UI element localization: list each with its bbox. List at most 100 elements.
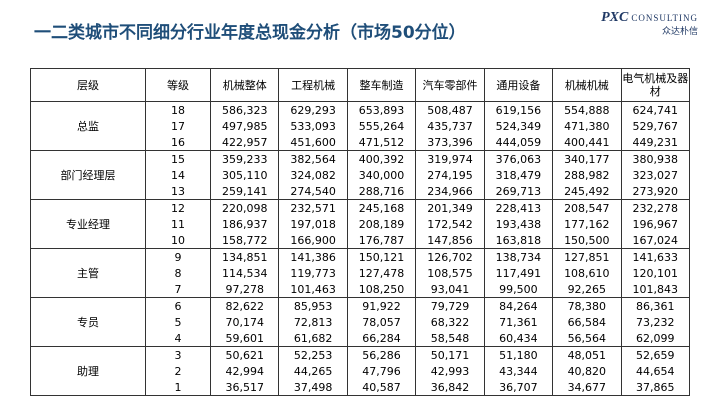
value-cell: 60,434 bbox=[483, 330, 554, 347]
value-cell: 234,966 bbox=[415, 183, 485, 200]
value-cell: 141,633 bbox=[620, 248, 691, 265]
value-cell: 324,082 bbox=[278, 167, 348, 183]
table-row: 13 259,141 274,540 288,716 234,966 269,713 245… bbox=[31, 183, 691, 200]
column-header: 电气机械及器材 bbox=[620, 68, 691, 102]
value-cell: 119,773 bbox=[278, 265, 348, 281]
level-cell: 总监 bbox=[30, 101, 146, 151]
level-cell: 主管 bbox=[30, 248, 146, 298]
value-cell: 245,492 bbox=[552, 183, 622, 200]
value-cell: 82,622 bbox=[209, 297, 280, 314]
table-row: 14 305,110 324,082 340,000 274,195 318,479 288… bbox=[31, 167, 691, 183]
value-cell: 66,584 bbox=[552, 314, 622, 330]
table-row: 主管 9 134,851 141,386 150,121 126,702 138,734 12… bbox=[30, 248, 691, 298]
value-cell: 471,512 bbox=[346, 134, 417, 151]
value-cell: 208,547 bbox=[552, 199, 622, 216]
grade-cell: 10 bbox=[145, 232, 211, 249]
value-cell: 79,729 bbox=[415, 297, 485, 314]
value-cell: 259,141 bbox=[209, 183, 280, 200]
logo-mark: PXC bbox=[601, 10, 629, 25]
value-cell: 274,195 bbox=[415, 167, 485, 183]
value-cell: 444,059 bbox=[483, 134, 554, 151]
value-cell: 72,813 bbox=[278, 314, 348, 330]
value-cell: 47,796 bbox=[346, 363, 417, 379]
value-cell: 42,994 bbox=[209, 363, 280, 379]
value-cell: 340,177 bbox=[552, 150, 622, 167]
value-cell: 497,985 bbox=[209, 118, 280, 134]
value-cell: 78,057 bbox=[346, 314, 417, 330]
value-cell: 68,322 bbox=[415, 314, 485, 330]
value-cell: 524,349 bbox=[483, 118, 554, 134]
value-cell: 62,099 bbox=[620, 330, 691, 347]
level-cell: 专员 bbox=[30, 297, 146, 347]
value-cell: 177,162 bbox=[552, 216, 622, 232]
column-header: 通用设备 bbox=[483, 68, 554, 102]
value-cell: 196,967 bbox=[620, 216, 691, 232]
value-cell: 323,027 bbox=[620, 167, 691, 183]
column-header: 整车制造 bbox=[346, 68, 417, 102]
value-cell: 586,323 bbox=[209, 101, 280, 118]
table-row: 4 59,601 61,682 66,284 58,548 60,434 56,564 62,… bbox=[31, 330, 691, 347]
grade-cell: 18 bbox=[145, 101, 211, 118]
value-cell: 134,851 bbox=[209, 248, 280, 265]
value-cell: 101,843 bbox=[620, 281, 691, 298]
value-cell: 48,051 bbox=[552, 346, 622, 363]
value-cell: 37,865 bbox=[620, 379, 691, 396]
level-cell: 专业经理 bbox=[30, 199, 146, 249]
value-cell: 97,278 bbox=[209, 281, 280, 298]
value-cell: 150,500 bbox=[552, 232, 622, 249]
value-cell: 555,264 bbox=[346, 118, 417, 134]
value-cell: 52,253 bbox=[278, 346, 348, 363]
value-cell: 138,734 bbox=[483, 248, 554, 265]
logo-cn: 众达朴信 bbox=[661, 27, 698, 37]
value-cell: 288,982 bbox=[552, 167, 622, 183]
value-cell: 42,993 bbox=[415, 363, 485, 379]
value-cell: 197,018 bbox=[278, 216, 348, 232]
value-cell: 163,818 bbox=[483, 232, 554, 249]
value-cell: 451,600 bbox=[278, 134, 348, 151]
grade-cell: 15 bbox=[145, 150, 211, 167]
value-cell: 52,659 bbox=[620, 346, 691, 363]
value-cell: 193,438 bbox=[483, 216, 554, 232]
grade-cell: 4 bbox=[145, 330, 211, 347]
value-cell: 44,265 bbox=[278, 363, 348, 379]
value-cell: 59,601 bbox=[209, 330, 280, 347]
grade-cell: 7 bbox=[145, 281, 211, 298]
value-cell: 36,842 bbox=[415, 379, 485, 396]
value-cell: 34,677 bbox=[552, 379, 622, 396]
value-cell: 66,284 bbox=[346, 330, 417, 347]
value-cell: 400,392 bbox=[346, 150, 417, 167]
grade-cell: 3 bbox=[145, 346, 211, 363]
value-cell: 166,900 bbox=[278, 232, 348, 249]
table-row: 专员 6 82,622 85,953 91,922 79,729 84,264 78,380 8… bbox=[30, 297, 691, 347]
value-cell: 471,380 bbox=[552, 118, 622, 134]
title: 一二类城市不同细分行业年度总现金分析（市场50分位） bbox=[34, 23, 466, 43]
value-cell: 85,953 bbox=[278, 297, 348, 314]
value-cell: 319,974 bbox=[415, 150, 485, 167]
column-header: 等级 bbox=[145, 68, 211, 102]
value-cell: 40,587 bbox=[346, 379, 417, 396]
grade-cell: 11 bbox=[145, 216, 211, 232]
value-cell: 208,189 bbox=[346, 216, 417, 232]
table-row: 总监 18 586,323 629,293 653,893 508,487 619,156 5… bbox=[30, 101, 691, 151]
value-cell: 529,767 bbox=[620, 118, 691, 134]
value-cell: 108,610 bbox=[552, 265, 622, 281]
value-cell: 108,575 bbox=[415, 265, 485, 281]
grade-cell: 12 bbox=[145, 199, 211, 216]
value-cell: 61,682 bbox=[278, 330, 348, 347]
value-cell: 93,041 bbox=[415, 281, 485, 298]
value-cell: 274,540 bbox=[278, 183, 348, 200]
table-row: 10 158,772 166,900 176,787 147,856 163,818 150… bbox=[31, 232, 691, 249]
value-cell: 50,171 bbox=[415, 346, 485, 363]
value-cell: 40,820 bbox=[552, 363, 622, 379]
value-cell: 232,278 bbox=[620, 199, 691, 216]
value-cell: 624,741 bbox=[620, 101, 691, 118]
value-cell: 373,396 bbox=[415, 134, 485, 151]
value-cell: 127,851 bbox=[552, 248, 622, 265]
value-cell: 176,787 bbox=[346, 232, 417, 249]
value-cell: 56,564 bbox=[552, 330, 622, 347]
value-cell: 619,156 bbox=[483, 101, 554, 118]
value-cell: 58,548 bbox=[415, 330, 485, 347]
value-cell: 44,654 bbox=[620, 363, 691, 379]
grade-cell: 5 bbox=[145, 314, 211, 330]
